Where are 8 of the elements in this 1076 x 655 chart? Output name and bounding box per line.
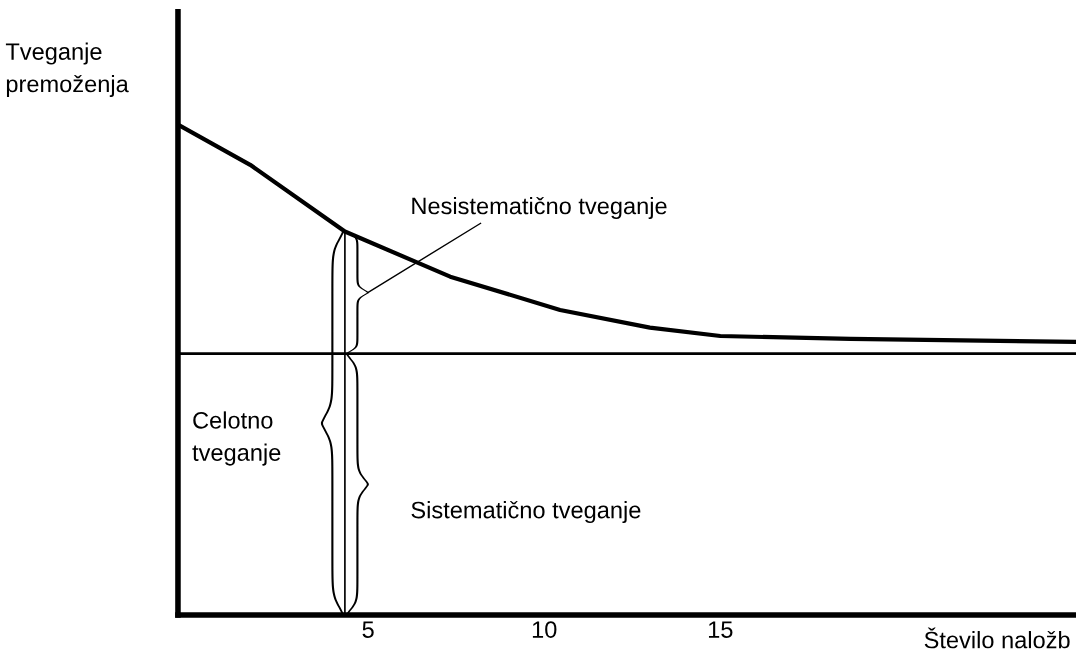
annotation: Nesistematično tveganje <box>412 196 667 220</box>
x-tick-label: 5 <box>362 621 374 638</box>
x-axis-title: Število naložb <box>924 627 1070 649</box>
x-tick-label: 15 <box>708 621 733 638</box>
x-tick-label: 10 <box>532 621 557 638</box>
annotation: Celotno tveganje <box>192 411 281 466</box>
y-axis-title: Tveganje premoženja <box>5 42 129 97</box>
annotation: Sistematično tveganje <box>411 501 641 524</box>
